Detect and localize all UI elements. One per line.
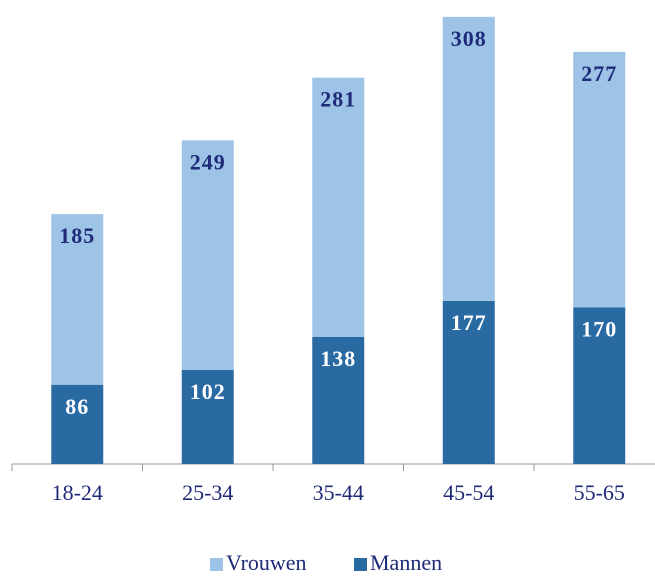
value-label: 308 [451, 26, 487, 51]
value-label: 277 [581, 61, 617, 86]
value-label: 86 [65, 394, 89, 419]
bar-segment [312, 77, 365, 337]
value-label: 281 [320, 87, 356, 112]
bar-segment [181, 140, 234, 370]
bar-segment [312, 336, 365, 464]
x-tick-label: 25-34 [182, 480, 233, 505]
bar-segment [51, 214, 104, 385]
bar-segment [181, 369, 234, 464]
value-label: 185 [59, 223, 95, 248]
x-tick-label: 18-24 [52, 480, 103, 505]
value-label: 249 [190, 149, 226, 174]
x-tick-label: 35-44 [313, 480, 364, 505]
bar-segment [573, 51, 626, 308]
legend-swatch [210, 558, 223, 571]
bar-segment [442, 300, 495, 464]
legend-label: Vrouwen [226, 550, 307, 575]
value-label: 138 [320, 346, 356, 371]
x-tick-label: 45-54 [443, 480, 494, 505]
x-tick-label: 55-65 [574, 480, 625, 505]
legend-label: Mannen [370, 550, 442, 575]
bar-segment [442, 16, 495, 301]
value-label: 170 [581, 316, 617, 341]
bar-segment [51, 384, 104, 464]
value-label: 102 [190, 379, 226, 404]
bar-segment [573, 307, 626, 464]
legend-swatch [354, 558, 367, 571]
value-label: 177 [451, 310, 487, 335]
